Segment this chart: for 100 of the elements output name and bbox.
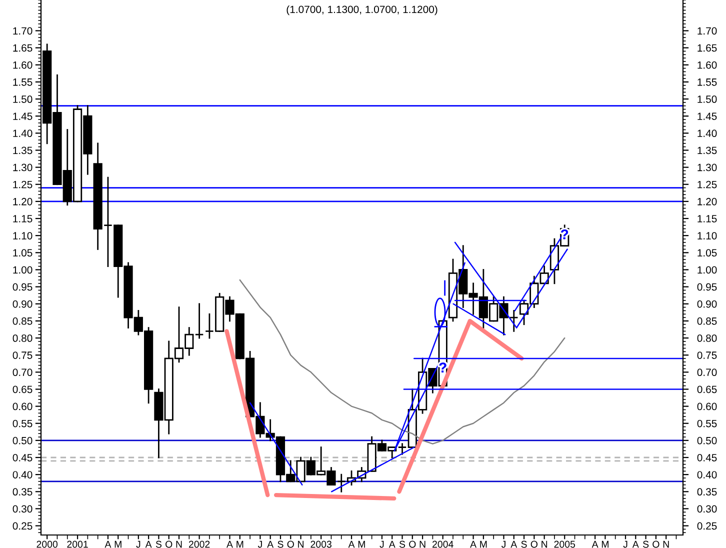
y-tick-label: 1.20 [13, 198, 32, 206]
x-tick-label: A [226, 540, 233, 548]
y-tick-label: 1.15 [13, 215, 32, 222]
y2-tick-label: 1.00 [698, 266, 717, 274]
x-tick-label: 2000 [36, 540, 58, 548]
y-tick-label: 0.70 [12, 368, 32, 376]
x-tick-label: N [176, 540, 182, 548]
y-tick-label: 0.95 [12, 283, 32, 291]
y2-tick-label: 1.25 [698, 180, 717, 188]
x-tick-label: A [145, 540, 152, 548]
y2-tick-label: 1.50 [698, 96, 717, 103]
y2-tick-label: 0.35 [697, 488, 717, 496]
x-tick-label: J [623, 540, 628, 548]
y2-tick-label: 1.05 [698, 249, 717, 257]
y-tick-label: 1.50 [13, 96, 32, 103]
y-tick-label: 1.65 [13, 44, 32, 52]
x-tick-label: J [501, 540, 506, 548]
y-tick-label: 0.80 [12, 334, 32, 342]
y-tick-label: 0.25 [12, 522, 32, 530]
x-tick-label: S [278, 540, 284, 548]
y-tick-label: 1.35 [13, 146, 32, 154]
y2-tick-label: 0.95 [697, 283, 717, 291]
x-tick-label: 2001 [67, 540, 88, 548]
y2-tick-label: 0.65 [697, 386, 717, 394]
x-tick-label: A [388, 540, 396, 548]
y2-tick-label: 1.20 [698, 198, 717, 206]
y2-tick-label: 1.30 [698, 164, 717, 172]
x-tick-label: A [470, 540, 477, 548]
x-tick-label: O [409, 540, 416, 548]
y-tick-label: 1.10 [13, 232, 32, 240]
x-tick-label: J [380, 540, 384, 548]
x-tick-label: 2002 [188, 540, 210, 548]
y2-tick-label: 0.90 [697, 300, 717, 308]
y-tick-label: 1.05 [13, 249, 32, 257]
x-tick-label: O [530, 540, 538, 548]
y2-tick-label: 1.70 [698, 27, 717, 35]
y2-tick-label: 0.80 [697, 334, 717, 342]
x-tick-label: J [258, 540, 262, 548]
x-tick-label: A [104, 540, 112, 548]
y-tick-label: 1.25 [13, 180, 32, 188]
y2-tick-label: 0.70 [697, 368, 717, 376]
x-tick-label: M [602, 540, 608, 548]
x-tick-label: N [542, 540, 548, 548]
y2-tick-label: 0.75 [697, 352, 717, 359]
chart-title: (1.0700, 1.1300, 1.0700, 1.1200) [286, 5, 438, 16]
x-tick-label: A [510, 540, 518, 548]
y2-tick-label: 0.30 [697, 505, 717, 513]
y2-tick-label: 0.45 [697, 454, 717, 462]
y-tick-label: 0.50 [12, 436, 32, 444]
x-tick-label: N [663, 540, 669, 548]
y-tick-label: 1.40 [13, 130, 32, 138]
y2-tick-label: 0.25 [697, 522, 717, 530]
y-tick-label: 1.30 [13, 164, 32, 172]
y-tick-label: 0.90 [12, 300, 32, 308]
y-tick-label: 0.35 [12, 488, 32, 496]
y-tick-label: 1.60 [13, 61, 32, 69]
y2-tick-label: 1.55 [698, 78, 717, 86]
y2-tick-label: 1.10 [698, 232, 717, 240]
y2-tick-label: 1.15 [698, 215, 717, 222]
x-tick-label: O [652, 540, 660, 548]
y-tick-label: 0.75 [12, 352, 32, 359]
x-tick-label: M [358, 540, 365, 548]
y2-tick-label: 1.65 [698, 44, 717, 52]
x-tick-label: N [420, 540, 426, 548]
x-tick-label: M [480, 540, 487, 548]
y-tick-label: 0.30 [12, 505, 32, 513]
x-tick-label: A [592, 540, 598, 548]
x-tick-label: O [166, 540, 172, 548]
y2-tick-label: 1.45 [698, 112, 717, 120]
x-tick-label: S [156, 540, 162, 548]
y-tick-label: 0.85 [12, 317, 32, 325]
y2-tick-label: 0.40 [697, 471, 717, 478]
y2-tick-label: 1.40 [698, 130, 717, 138]
x-tick-label: J [136, 540, 140, 548]
y-tick-label: 0.60 [12, 402, 32, 410]
x-tick-label: 2004 [432, 540, 454, 548]
x-tick-label: N [298, 540, 304, 548]
y-tick-label: 1.45 [13, 112, 32, 120]
y-tick-label: 0.55 [12, 420, 32, 428]
x-tick-label: 2003 [310, 540, 332, 548]
y2-tick-label: 1.35 [698, 146, 717, 154]
x-tick-label: S [642, 540, 649, 548]
y-tick-label: 1.00 [13, 266, 32, 274]
x-tick-label: M [236, 540, 244, 548]
x-tick-label: A [267, 540, 274, 548]
y-tick-label: 0.65 [12, 386, 32, 394]
x-tick-label: S [399, 540, 406, 548]
y2-tick-label: 0.85 [697, 317, 717, 325]
x-tick-label: 2005 [554, 540, 576, 548]
y2-tick-label: 0.55 [697, 420, 717, 428]
x-tick-label: S [521, 540, 527, 548]
y2-tick-label: 0.60 [697, 402, 717, 410]
x-tick-label: M [114, 540, 122, 548]
x-tick-label: O [287, 540, 294, 548]
x-tick-label: A [632, 540, 639, 548]
y2-tick-label: 1.60 [698, 61, 717, 69]
y-tick-label: 1.55 [13, 78, 32, 86]
y2-tick-label: 0.50 [697, 436, 717, 444]
y-tick-label: 0.45 [12, 454, 32, 462]
y-tick-label: 1.70 [13, 27, 32, 35]
